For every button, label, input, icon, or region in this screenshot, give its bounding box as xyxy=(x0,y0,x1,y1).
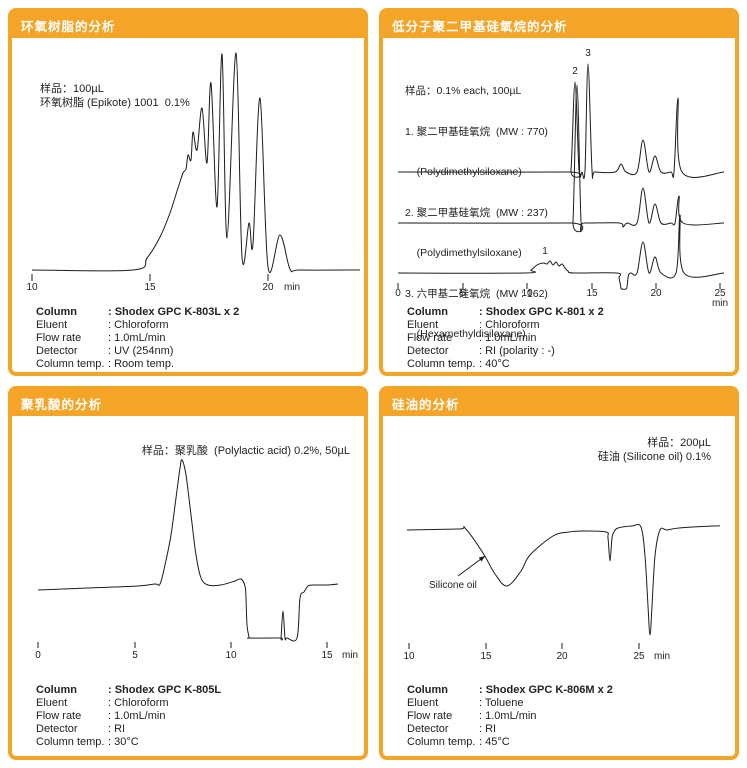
conditions-table-pdms: Column: Shodex GPC K-801 x 2 Eluent: Chl… xyxy=(407,306,604,371)
svg-text:15: 15 xyxy=(586,288,598,299)
condition-row: Detector: RI xyxy=(407,723,497,735)
svg-text:20: 20 xyxy=(650,288,662,299)
svg-text:0: 0 xyxy=(35,650,41,661)
svg-text:Silicone oil: Silicone oil xyxy=(429,580,477,591)
chromatogram-epoxy: 10 15 20 min xyxy=(26,52,361,293)
svg-text:min: min xyxy=(654,651,670,662)
svg-text:20: 20 xyxy=(262,282,274,293)
panel-pdms-title-bar: 低分子聚二甲基硅氧烷的分析 xyxy=(383,12,735,38)
condition-row: Detector: RI (polarity : -) xyxy=(407,345,555,357)
panel-pdms-title: 低分子聚二甲基硅氧烷的分析 xyxy=(392,19,568,34)
panel-silicone-title: 硅油的分析 xyxy=(392,397,460,412)
panel-silicone-oil: 硅油的分析 样品：200µL 硅油 (Silicone oil) 0.1% 10 1… xyxy=(379,386,739,760)
svg-text:2: 2 xyxy=(572,66,578,77)
condition-row: Eluent: Chloroform xyxy=(407,319,540,331)
sample-line: 样品：100µL xyxy=(40,83,104,95)
svg-text:3: 3 xyxy=(585,48,591,59)
sample-line: 样品：0.1% each, 100µL xyxy=(405,85,522,97)
panel-pla-body: 样品：聚乳酸 (Polylactic acid) 0.2%, 50µL 0 5 10… xyxy=(12,416,364,756)
panel-pla-title-bar: 聚乳酸的分析 xyxy=(12,390,364,416)
condition-row: Detector: RI xyxy=(36,723,126,735)
sample-line: 1. 聚二甲基硅氧烷 (MW : 770) xyxy=(405,125,548,138)
condition-row: Eluent: Chloroform xyxy=(36,319,169,331)
condition-row: Detector: UV (254nm) xyxy=(36,345,174,357)
svg-text:min: min xyxy=(284,282,300,293)
svg-text:10: 10 xyxy=(26,282,38,293)
panel-silicone-title-bar: 硅油的分析 xyxy=(383,390,735,416)
condition-row: Flow rate: 1.0mL/min xyxy=(36,332,166,344)
chromatogram-silicone: 10 15 20 25 min Silicone oil xyxy=(403,523,721,662)
svg-text:20: 20 xyxy=(556,651,568,662)
sample-line: 样品：200µL xyxy=(647,437,711,449)
sample-line: (Hexamethyldisiloxane) xyxy=(405,328,526,340)
svg-text:10: 10 xyxy=(225,650,237,661)
condition-row: Column: Shodex GPC K-801 x 2 xyxy=(407,306,604,318)
panel-silicone-body: 样品：200µL 硅油 (Silicone oil) 0.1% 10 15 20 25 m… xyxy=(383,416,735,756)
svg-text:25: 25 xyxy=(714,288,726,299)
sample-line: (Polydimethylsiloxane) xyxy=(405,166,522,178)
svg-text:15: 15 xyxy=(144,282,156,293)
condition-row: Flow rate: 1.0mL/min xyxy=(407,332,537,344)
panel-epoxy-title-bar: 环氧树脂的分析 xyxy=(12,12,364,38)
sample-info-pdms: 样品：0.1% each, 100µL 1. 聚二甲基硅氧烷 (MW : 770… xyxy=(405,58,548,369)
panel-pdms-body: 样品：0.1% each, 100µL 1. 聚二甲基硅氧烷 (MW : 770… xyxy=(383,38,735,372)
condition-row: Column temp.: Room temp. xyxy=(36,358,175,370)
condition-row: Flow rate: 1.0mL/min xyxy=(36,710,166,722)
chromatogram-pla: 0 5 10 15 min xyxy=(35,459,358,661)
panel-epoxy-resin: 环氧树脂的分析 样品：100µL 环氧树脂 (Epikote) 1001 0.1%… xyxy=(8,8,368,376)
condition-row: Column temp.: 45°C xyxy=(407,736,510,748)
sample-line: 硅油 (Silicone oil) 0.1% xyxy=(597,451,711,463)
sample-line: 3. 六甲基二硅氧烷 (MW : 162) xyxy=(405,287,548,300)
panel-polylactic-acid: 聚乳酸的分析 样品：聚乳酸 (Polylactic acid) 0.2%, 50… xyxy=(8,386,368,760)
svg-text:1: 1 xyxy=(542,246,548,257)
condition-row: Eluent: Chloroform xyxy=(36,697,169,709)
condition-row: Flow rate: 1.0mL/min xyxy=(407,710,537,722)
svg-text:15: 15 xyxy=(480,651,492,662)
sample-info-epoxy: 样品：100µL 环氧树脂 (Epikote) 1001 0.1% xyxy=(40,82,190,110)
condition-row: Column: Shodex GPC K-803L x 2 xyxy=(36,306,240,318)
svg-text:5: 5 xyxy=(460,288,466,299)
svg-text:min: min xyxy=(712,298,728,309)
condition-row: Column temp.: 30°C xyxy=(36,736,139,748)
panel-epoxy-body: 样品：100µL 环氧树脂 (Epikote) 1001 0.1% 10 15 20 m… xyxy=(12,38,364,372)
panel-epoxy-title: 环氧树脂的分析 xyxy=(21,19,116,34)
svg-text:25: 25 xyxy=(633,651,645,662)
svg-text:15: 15 xyxy=(321,650,333,661)
panel-pla-title: 聚乳酸的分析 xyxy=(21,397,103,412)
condition-row: Column: Shodex GPC K-805L xyxy=(36,684,222,696)
conditions-table-epoxy: Column: Shodex GPC K-803L x 2 Eluent: Ch… xyxy=(36,306,239,371)
svg-text:10: 10 xyxy=(403,651,415,662)
conditions-table-pla: Column: Shodex GPC K-805L Eluent: Chloro… xyxy=(36,684,221,749)
conditions-table-silicone: Column: Shodex GPC K-806M x 2 Eluent: To… xyxy=(407,684,613,749)
sample-line: 样品：聚乳酸 (Polylactic acid) 0.2%, 50µL xyxy=(141,445,350,457)
condition-row: Eluent: Toluene xyxy=(407,697,524,709)
svg-text:min: min xyxy=(342,650,358,661)
condition-row: Column temp.: 40°C xyxy=(407,358,510,370)
svg-text:5: 5 xyxy=(132,650,138,661)
sample-info-pla: 样品：聚乳酸 (Polylactic acid) 0.2%, 50µL xyxy=(142,444,350,458)
panel-polydimethylsiloxane: 低分子聚二甲基硅氧烷的分析 样品：0.1% each, 100µL 1. 聚二甲… xyxy=(379,8,739,376)
sample-line: 环氧树脂 (Epikote) 1001 0.1% xyxy=(40,97,190,109)
sample-line: 2. 聚二甲基硅氧烷 (MW : 237) xyxy=(405,206,548,219)
svg-text:10: 10 xyxy=(521,288,533,299)
sample-info-silicone: 样品：200µL 硅油 (Silicone oil) 0.1% xyxy=(598,436,711,464)
svg-text:0: 0 xyxy=(395,288,401,299)
condition-row: Column: Shodex GPC K-806M x 2 xyxy=(407,684,613,696)
sample-line: (Polydimethylsiloxane) xyxy=(405,247,522,259)
